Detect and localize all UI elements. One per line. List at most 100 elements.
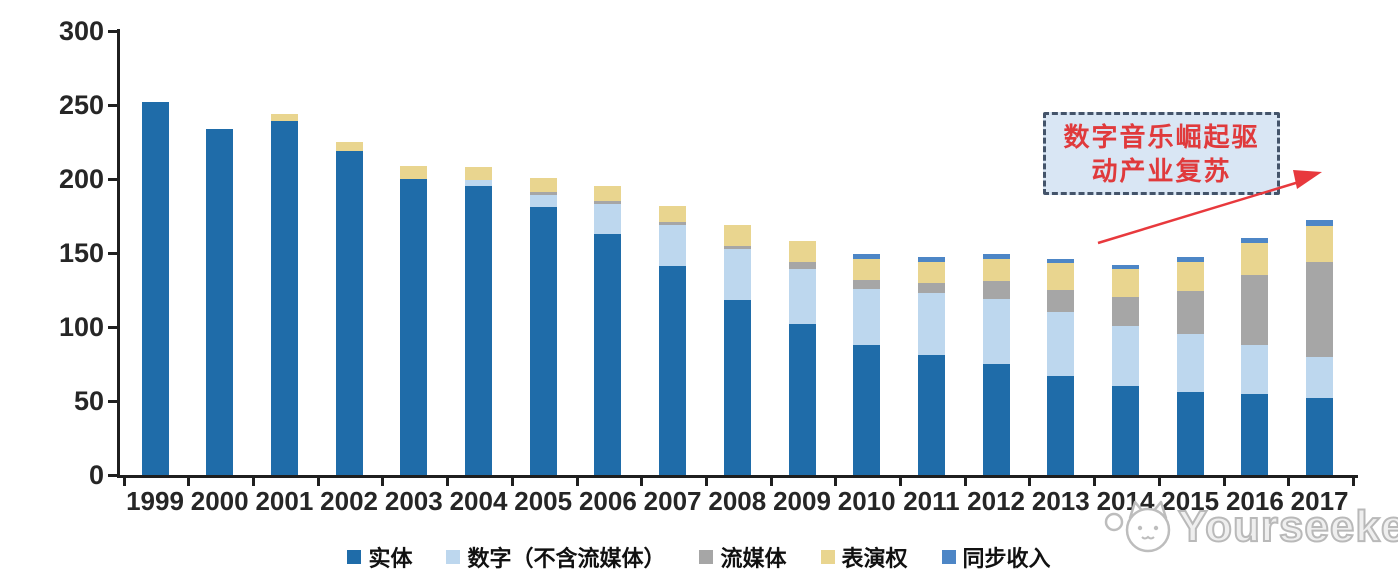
bar-segment-performance[interactable]: [400, 165, 428, 179]
legend-item-digital[interactable]: 数字（不含流媒体）: [446, 541, 665, 573]
bar-segment-physical[interactable]: [1047, 375, 1075, 475]
bar-segment-physical[interactable]: [594, 233, 622, 475]
x-axis-tick: [834, 478, 838, 486]
bar-segment-streaming[interactable]: [659, 221, 687, 225]
bar-segment-physical[interactable]: [723, 300, 751, 475]
bar-segment-physical[interactable]: [400, 179, 428, 475]
y-axis-tick: [108, 325, 118, 329]
bar-segment-performance[interactable]: [982, 258, 1010, 282]
x-axis-tick-label: 2007: [643, 486, 702, 516]
bar-segment-sync[interactable]: [1241, 238, 1269, 243]
bar-segment-performance[interactable]: [1112, 269, 1139, 298]
legend-marker-streaming: [699, 550, 714, 564]
x-axis-tick-label: 2009: [773, 486, 831, 516]
bar-segment-sync[interactable]: [853, 254, 881, 259]
bar-segment-sync[interactable]: [917, 257, 945, 262]
bar-segment-physical[interactable]: [465, 186, 492, 475]
x-axis-tick-label: 2004: [449, 486, 508, 516]
bar-segment-performance[interactable]: [594, 186, 622, 202]
bar-segment-streaming[interactable]: [594, 201, 622, 205]
bar-segment-performance[interactable]: [1047, 263, 1075, 290]
bar-segment-performance[interactable]: [1176, 261, 1204, 292]
legend-item-performance[interactable]: 表演权: [820, 541, 908, 573]
legend-label-performance: 表演权: [841, 546, 908, 571]
y-axis-tick: [108, 399, 118, 403]
bar-segment-streaming[interactable]: [1241, 275, 1269, 345]
x-axis-tick: [446, 478, 450, 486]
x-axis-tick: [1093, 478, 1097, 486]
watermark: Yourseeker: [1102, 498, 1398, 556]
bar-segment-streaming[interactable]: [917, 282, 945, 293]
bar-segment-physical[interactable]: [659, 266, 687, 475]
y-axis-tick-label: 300: [58, 16, 104, 46]
bar-segment-digital[interactable]: [465, 180, 492, 187]
x-axis-line: [117, 475, 1358, 478]
bar-segment-digital[interactable]: [529, 195, 557, 208]
y-axis-tick: [108, 177, 118, 181]
bar-segment-streaming[interactable]: [1176, 291, 1204, 335]
bar-segment-streaming[interactable]: [529, 192, 557, 196]
bar-segment-physical[interactable]: [1176, 392, 1204, 475]
bar-segment-sync[interactable]: [1112, 264, 1139, 270]
bar-segment-digital[interactable]: [1306, 356, 1334, 399]
bar-segment-sync[interactable]: [1176, 257, 1204, 262]
bar-segment-digital[interactable]: [659, 224, 687, 267]
bar-segment-digital[interactable]: [1047, 312, 1075, 376]
bar-segment-physical[interactable]: [335, 150, 363, 475]
bar-segment-streaming[interactable]: [982, 281, 1010, 299]
y-axis-tick-label: 200: [58, 164, 104, 194]
bar-segment-streaming[interactable]: [1047, 290, 1075, 313]
bar-segment-streaming[interactable]: [788, 261, 816, 270]
bar-segment-streaming[interactable]: [723, 245, 751, 249]
bar-segment-streaming[interactable]: [1306, 261, 1334, 357]
bar-segment-physical[interactable]: [982, 364, 1010, 475]
bar-segment-physical[interactable]: [1241, 393, 1269, 475]
legend-label-physical: 实体: [368, 546, 413, 571]
bar-segment-performance[interactable]: [788, 241, 816, 262]
x-axis-tick-label: 2013: [1031, 486, 1090, 516]
bar-segment-performance[interactable]: [335, 142, 363, 151]
bar-segment-performance[interactable]: [529, 177, 557, 193]
bar-segment-digital[interactable]: [1241, 344, 1269, 394]
bar-segment-sync[interactable]: [1047, 258, 1075, 264]
bar-segment-digital[interactable]: [1176, 334, 1204, 393]
y-axis-tick-label: 100: [58, 312, 104, 342]
bar-segment-streaming[interactable]: [853, 279, 881, 289]
bar-segment-digital[interactable]: [594, 204, 622, 234]
bar-segment-performance[interactable]: [853, 258, 881, 280]
bar-segment-sync[interactable]: [982, 254, 1010, 259]
x-axis-tick-label: 2000: [190, 486, 249, 516]
x-axis-tick-label: 2010: [837, 486, 896, 516]
bar-segment-physical[interactable]: [853, 344, 881, 475]
bar-segment-sync[interactable]: [1306, 220, 1334, 227]
bar-segment-digital[interactable]: [1112, 325, 1139, 387]
bar-segment-performance[interactable]: [1241, 242, 1269, 276]
bar-segment-performance[interactable]: [465, 167, 492, 181]
bar-segment-streaming[interactable]: [1112, 297, 1139, 326]
bar-segment-physical[interactable]: [141, 102, 169, 475]
bar-segment-physical[interactable]: [529, 207, 557, 475]
bar-segment-physical[interactable]: [270, 121, 298, 475]
bar-segment-physical[interactable]: [206, 128, 234, 475]
x-axis-tick-label: 2005: [514, 486, 573, 516]
bar-segment-digital[interactable]: [723, 248, 751, 301]
bar-segment-physical[interactable]: [788, 324, 816, 475]
bar-segment-digital[interactable]: [853, 288, 881, 345]
x-axis-tick: [899, 478, 903, 486]
legend-item-streaming[interactable]: 流媒体: [699, 541, 787, 573]
bar-segment-digital[interactable]: [982, 298, 1010, 364]
legend-item-sync[interactable]: 同步收入: [941, 541, 1051, 573]
x-axis-tick-label: 2011: [903, 486, 960, 516]
bar-segment-performance[interactable]: [270, 113, 298, 122]
bar-segment-physical[interactable]: [1306, 398, 1334, 475]
bar-segment-performance[interactable]: [917, 261, 945, 283]
bar-segment-performance[interactable]: [659, 205, 687, 222]
bar-segment-performance[interactable]: [1306, 226, 1334, 262]
bar-segment-digital[interactable]: [917, 292, 945, 356]
bar-segment-physical[interactable]: [1112, 386, 1139, 475]
legend-item-physical[interactable]: 实体: [347, 541, 412, 573]
bar-segment-physical[interactable]: [917, 355, 945, 475]
bar-segment-digital[interactable]: [788, 269, 816, 325]
bar-segment-performance[interactable]: [723, 224, 751, 246]
